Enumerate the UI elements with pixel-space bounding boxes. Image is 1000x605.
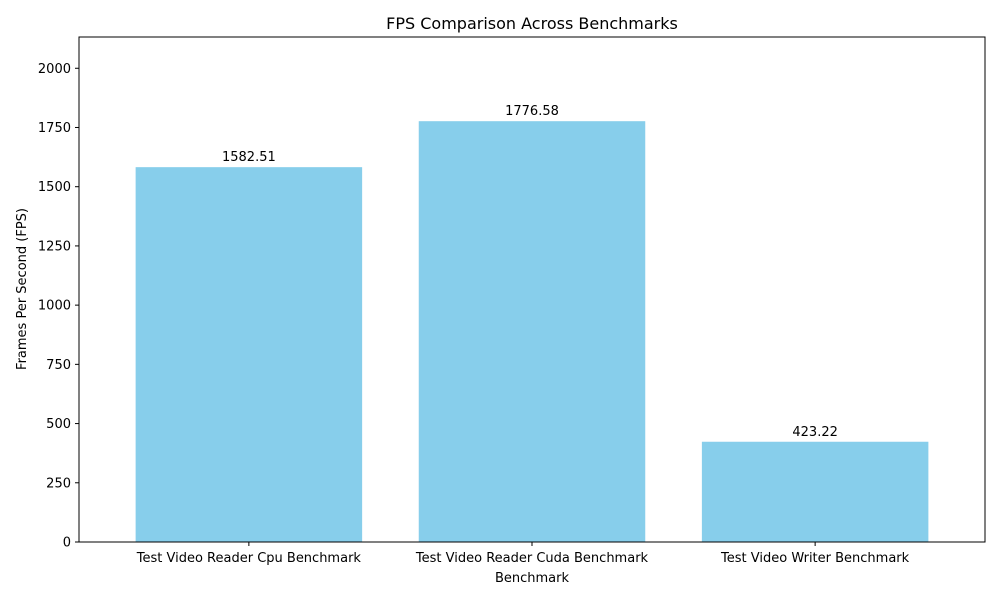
y-tick-label-6: 1500 (38, 180, 71, 195)
bar-1 (418, 121, 646, 542)
data-labels-layer: 1582.51 1776.58 423.22 (222, 104, 838, 440)
bar-2 (701, 441, 929, 542)
chart-title: FPS Comparison Across Benchmarks (386, 14, 678, 33)
y-tick-label-1: 250 (46, 476, 71, 491)
data-label-0: 1582.51 (222, 150, 276, 165)
data-label-2: 423.22 (792, 425, 838, 440)
y-tick-label-3: 750 (46, 358, 71, 373)
y-tick-label-8: 2000 (38, 62, 71, 77)
x-axis: Test Video Reader Cpu Benchmark Test Vide… (136, 542, 910, 566)
x-tick-label-2: Test Video Writer Benchmark (720, 551, 910, 566)
x-tick-label-1: Test Video Reader Cuda Benchmark (415, 551, 649, 566)
y-tick-label-7: 1750 (38, 121, 71, 136)
plot-frame (78, 36, 986, 543)
y-tick-label-2: 500 (46, 417, 71, 432)
bar-0 (135, 167, 363, 542)
y-axis-label: Frames Per Second (FPS) (15, 208, 30, 370)
x-axis-label: Benchmark (495, 571, 570, 586)
y-tick-label-5: 1250 (38, 239, 71, 254)
x-tick-label-0: Test Video Reader Cpu Benchmark (136, 551, 362, 566)
bars-layer (135, 121, 929, 542)
y-tick-label-0: 0 (63, 536, 71, 551)
y-axis: 0 250 500 750 1000 1250 1500 1750 2000 (38, 62, 79, 551)
y-tick-label-4: 1000 (38, 299, 71, 314)
data-label-1: 1776.58 (505, 104, 559, 119)
